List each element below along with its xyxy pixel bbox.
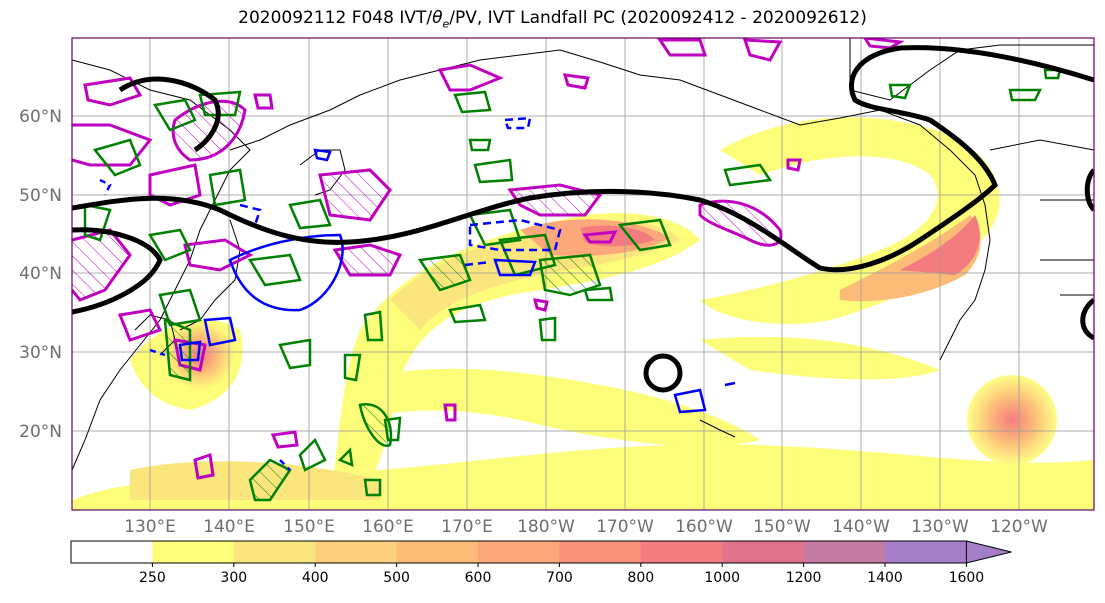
coastlines: [72, 38, 1094, 471]
colorbar-tick-label: 1000: [704, 570, 740, 586]
colorbar-segment: [803, 541, 886, 563]
colorbar-tick-label: 300: [220, 570, 247, 586]
blue-contours: [99, 116, 736, 471]
lon-label-170e: 170°E: [441, 517, 493, 537]
colorbar-segment: [315, 541, 398, 563]
colorbar-tick-label: 1200: [786, 570, 822, 586]
black-contours: [72, 45, 1094, 393]
plot-frame: [71, 37, 1095, 511]
lat-labels: 60°N 50°N 40°N 30°N 20°N: [19, 107, 62, 442]
colorbar-segment: [722, 541, 805, 563]
lat-label-60: 60°N: [19, 107, 62, 127]
lon-label-120w: 120°W: [990, 517, 1048, 537]
title-suffix: /PV, IVT Landfall PC (2020092412 - 20200…: [449, 8, 867, 28]
colorbar-outline: [70, 540, 967, 564]
lon-label-180w: 180°W: [517, 517, 575, 537]
lon-label-140e: 140°E: [203, 517, 255, 537]
lon-label-140w: 140°W: [832, 517, 890, 537]
lat-label-40: 40°N: [19, 264, 62, 284]
colorbar-segment: [559, 541, 642, 563]
lon-labels: 130°E 140°E 150°E 160°E 170°E 180°W 170°…: [124, 517, 1048, 537]
title-theta-sub: e: [442, 17, 450, 31]
plot-area: [72, 38, 1094, 510]
colorbar-segment: [233, 541, 316, 563]
lat-label-50: 50°N: [19, 186, 62, 206]
colorbar-tick-label: 1600: [949, 570, 985, 586]
lon-label-170w: 170°W: [596, 517, 654, 537]
colorbar-tick-label: 400: [302, 570, 329, 586]
colorbar-tick-label: 700: [546, 570, 573, 586]
map-title: 2020092112 F048 IVT/θe/PV, IVT Landfall …: [0, 0, 1105, 34]
lat-label-20: 20°N: [19, 422, 62, 442]
colorbar-segment: [640, 541, 723, 563]
lon-label-130w: 130°W: [911, 517, 969, 537]
title-prefix: 2020092112 F048 IVT/: [238, 8, 433, 28]
colorbar-tick-label: 500: [383, 570, 410, 586]
colorbar-extend-arrow: [965, 540, 1012, 564]
colorbar-tick-label: 1400: [867, 570, 903, 586]
colorbar-segment: [152, 541, 235, 563]
pv-contours: [72, 38, 905, 480]
colorbar-tick-label: 800: [627, 570, 654, 586]
lon-label-160w: 160°W: [675, 517, 733, 537]
colorbar-tick-label: 600: [465, 570, 492, 586]
lon-label-150w: 150°W: [753, 517, 811, 537]
colorbar-segment: [885, 541, 967, 563]
colorbar: 250 300 400 500 600 700 800 1000 1200 1400 1600: [70, 540, 1012, 586]
colorbar-segment: [478, 541, 560, 563]
title-theta: θ: [432, 8, 443, 28]
colorbar-segment: [71, 541, 153, 563]
colorbar-tick-label: 250: [139, 570, 166, 586]
colorbar-segment: [396, 541, 479, 563]
lon-label-130e: 130°E: [124, 517, 176, 537]
theta-e-contours: [83, 68, 1062, 502]
lon-label-160e: 160°E: [362, 517, 414, 537]
lat-label-30: 30°N: [19, 343, 62, 363]
lon-label-150e: 150°E: [283, 517, 335, 537]
